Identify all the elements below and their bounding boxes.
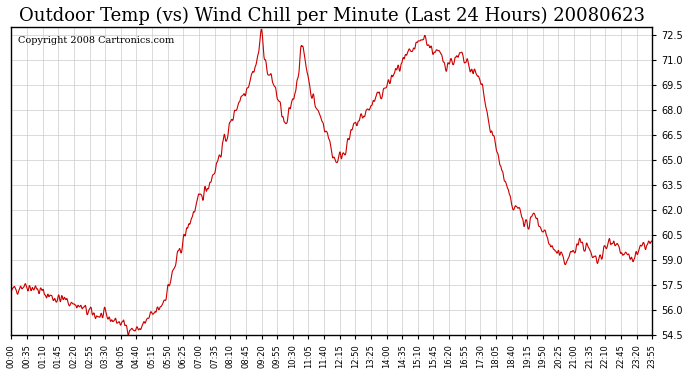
Text: Copyright 2008 Cartronics.com: Copyright 2008 Cartronics.com [18,36,174,45]
Title: Outdoor Temp (vs) Wind Chill per Minute (Last 24 Hours) 20080623: Outdoor Temp (vs) Wind Chill per Minute … [19,7,645,25]
